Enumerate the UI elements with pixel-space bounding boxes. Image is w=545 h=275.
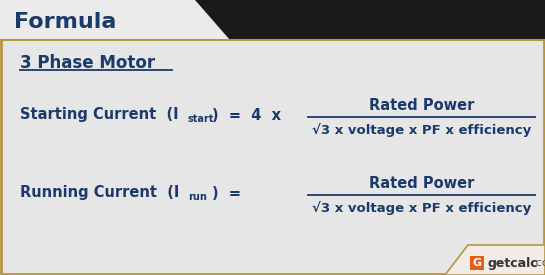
Polygon shape <box>0 0 235 40</box>
FancyBboxPatch shape <box>470 256 484 270</box>
Text: G: G <box>473 258 482 268</box>
Polygon shape <box>195 0 545 40</box>
Text: √3 x voltage x PF x efficiency: √3 x voltage x PF x efficiency <box>312 201 531 215</box>
Text: getcalc: getcalc <box>488 257 538 269</box>
Text: Starting Current  (I: Starting Current (I <box>20 108 179 122</box>
Text: .com: .com <box>533 258 545 268</box>
Polygon shape <box>445 245 545 275</box>
Text: Running Current  (I: Running Current (I <box>20 186 179 200</box>
Text: Rated Power: Rated Power <box>369 177 474 191</box>
Text: start: start <box>188 114 214 124</box>
Text: Rated Power: Rated Power <box>369 98 474 114</box>
Text: )  =  4  x: ) = 4 x <box>212 108 281 122</box>
Text: Formula: Formula <box>14 12 117 32</box>
Text: run: run <box>188 192 207 202</box>
Text: 3 Phase Motor: 3 Phase Motor <box>20 54 155 72</box>
Text: )  =: ) = <box>212 186 241 200</box>
Text: √3 x voltage x PF x efficiency: √3 x voltage x PF x efficiency <box>312 123 531 137</box>
